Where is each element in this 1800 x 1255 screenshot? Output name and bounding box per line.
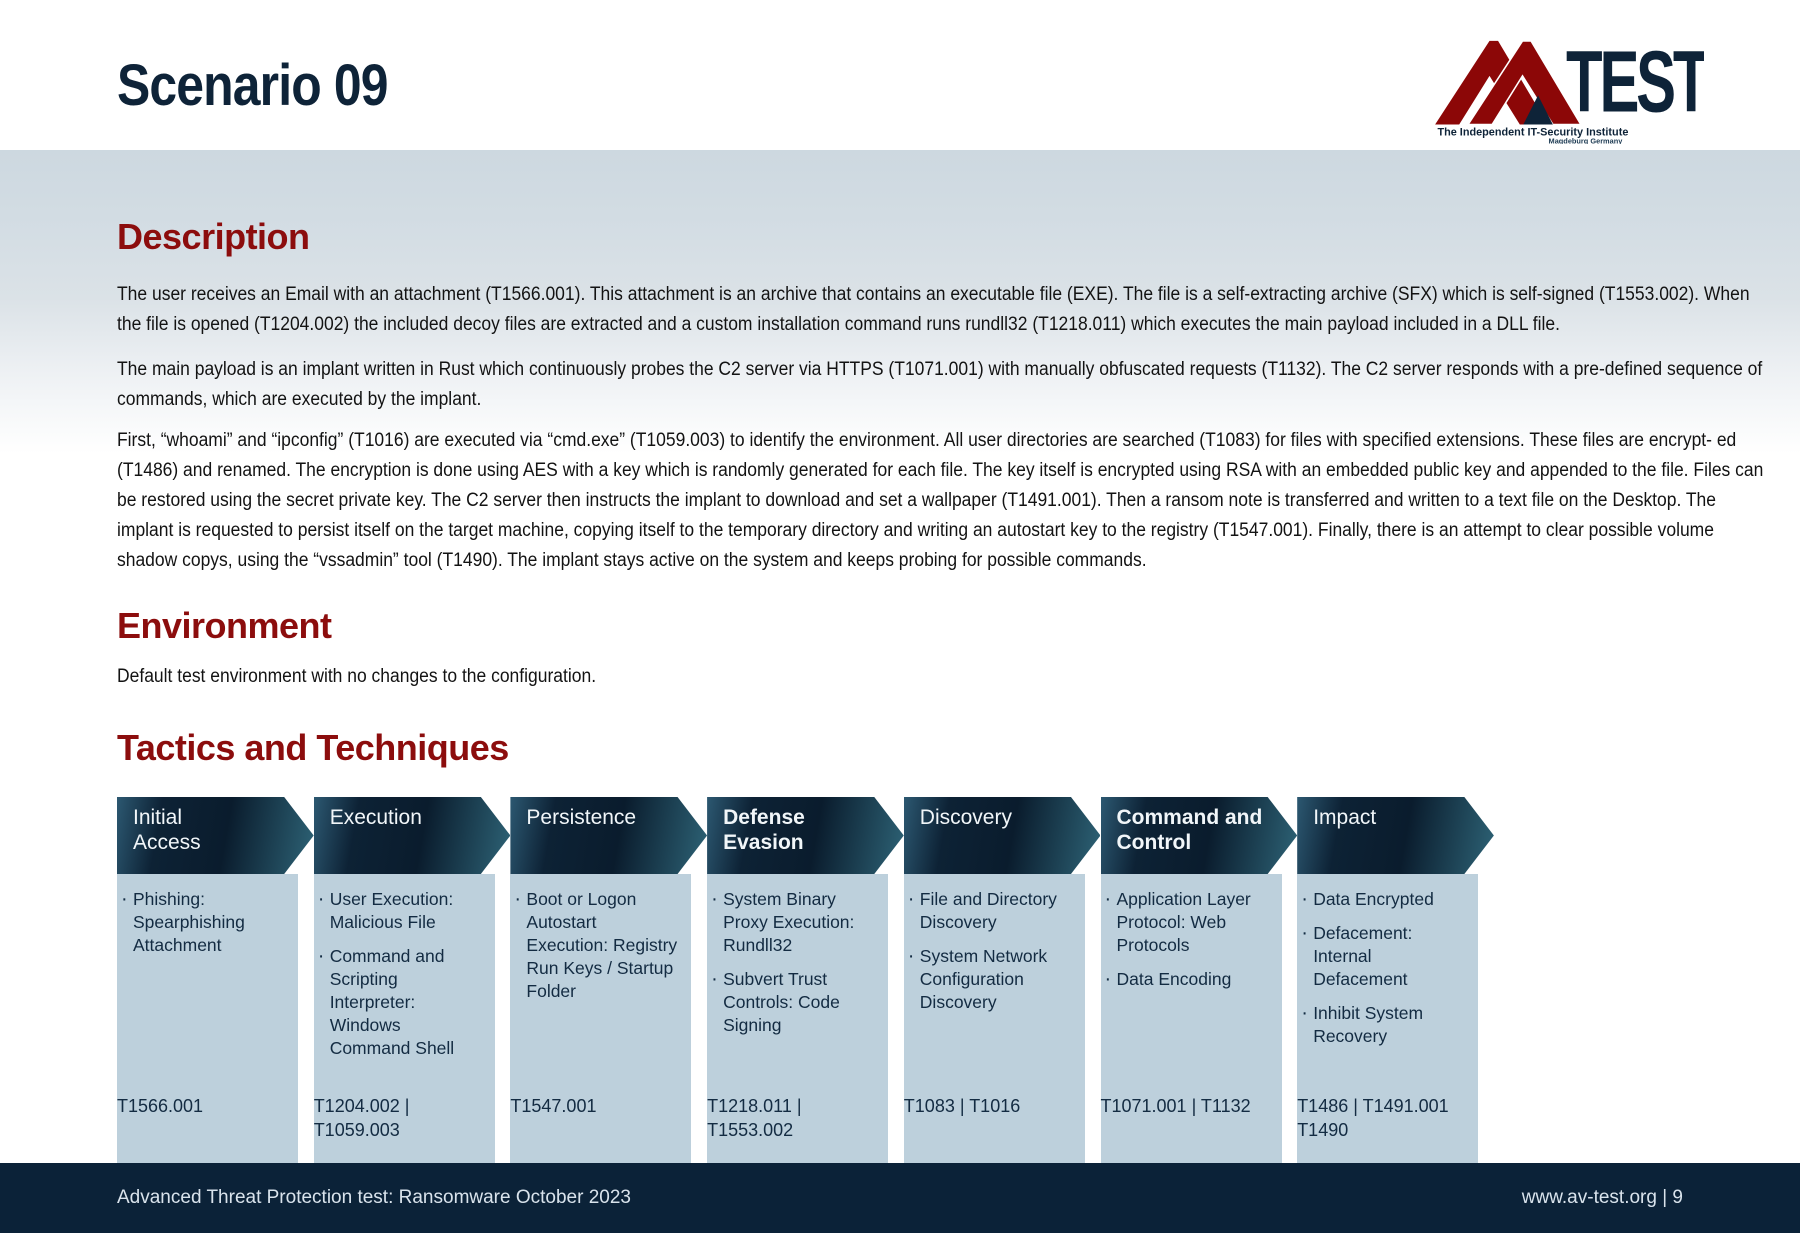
svg-text:Magdeburg Germany: Magdeburg Germany xyxy=(1549,137,1624,144)
svg-text:TEST: TEST xyxy=(1566,35,1704,130)
